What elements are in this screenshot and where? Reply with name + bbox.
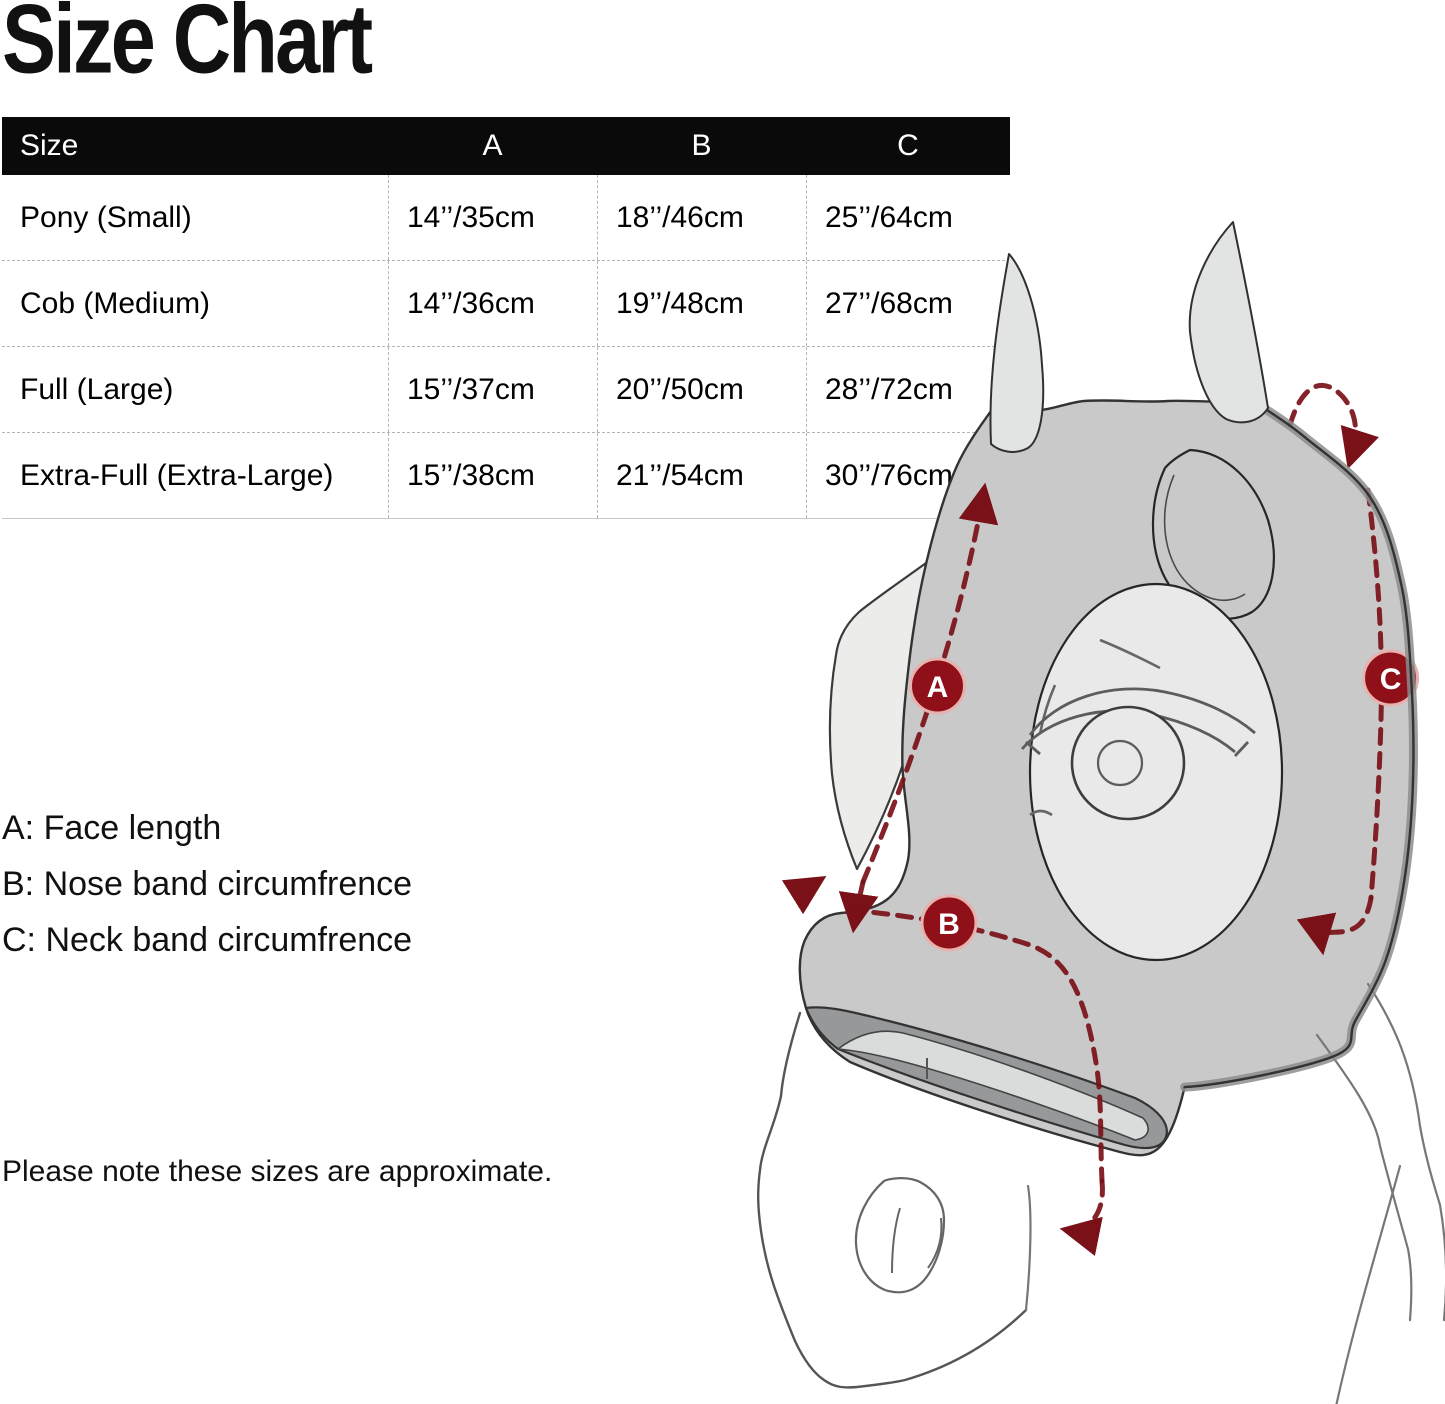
svg-text:C: C bbox=[1380, 663, 1402, 696]
svg-text:A: A bbox=[927, 671, 949, 704]
svg-text:B: B bbox=[938, 908, 960, 941]
